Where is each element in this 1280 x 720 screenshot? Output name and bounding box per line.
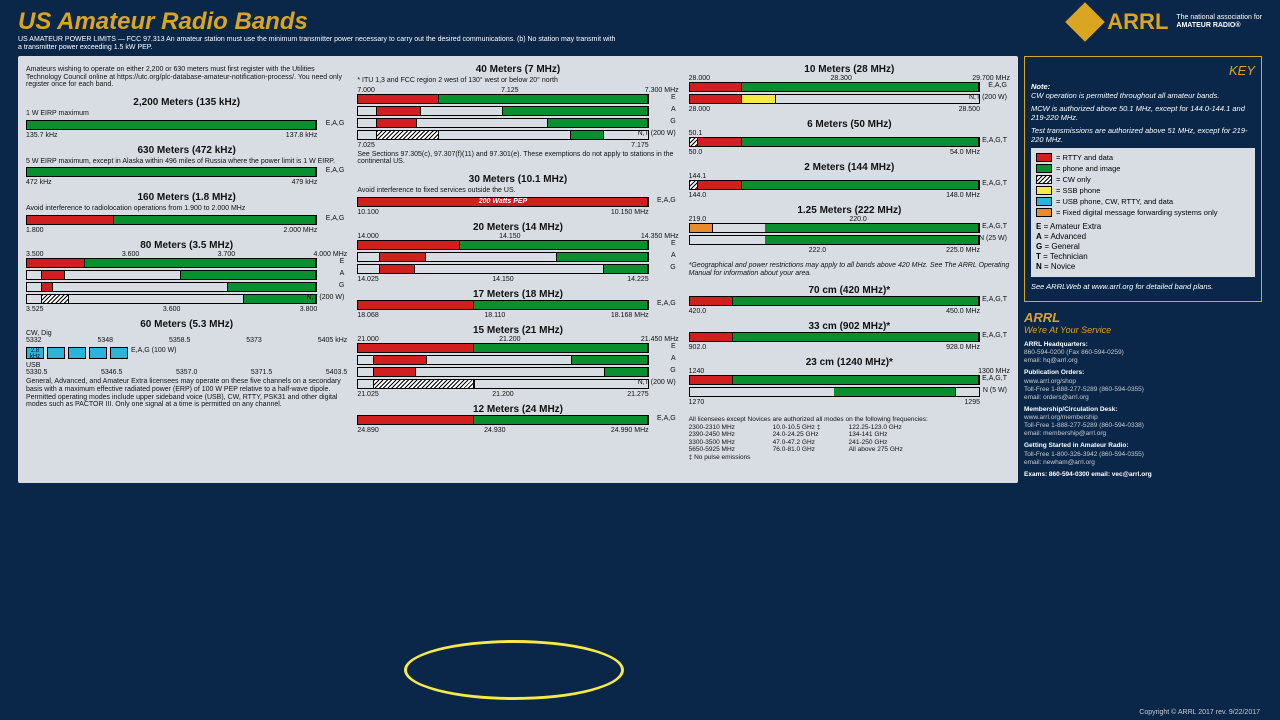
contacts: ARRL Headquarters:860-594-0200 (Fax 860-… (1024, 341, 1262, 479)
column-2: 40 Meters (7 MHz)* ITU 1,3 and FCC regio… (357, 64, 678, 475)
power-limits: US AMATEUR POWER LIMITS — FCC 97.313 An … (18, 36, 618, 53)
arrl-sub1: The national association for (1176, 14, 1262, 22)
legend-row: = RTTY and data (1036, 153, 1250, 162)
page-title: US Amateur Radio Bands (18, 8, 618, 36)
band: 80 Meters (3.5 MHz)3.5003.6003.7004.000 … (26, 240, 347, 313)
key-note2: MCW is authorized above 50.1 MHz, except… (1031, 104, 1255, 122)
arrl-sub2: AMATEUR RADIO® (1176, 22, 1262, 30)
arrl-text: ARRL (1107, 9, 1168, 34)
band: 15 Meters (21 MHz)21.00021.20021.450 MHz… (357, 325, 678, 398)
highlight-circle (404, 640, 624, 700)
arrl-logo: ARRL The national association for AMATEU… (1071, 8, 1262, 36)
band-chart-panel: Amateurs wishing to operate on either 2,… (18, 56, 1018, 483)
band: 2 Meters (144 MHz)144.1E,A,G,T144.0148.0… (689, 162, 1010, 199)
sidebar: KEY Note: CW operation is permitted thro… (1024, 56, 1262, 483)
legend-row: = USB phone, CW, RTTY, and data (1036, 197, 1250, 206)
band: 23 cm (1240 MHz)*12401300 MHzE,A,G,TN (5… (689, 357, 1010, 406)
band: 17 Meters (18 MHz)E,A,G18.06818.11018.16… (357, 289, 678, 319)
band: 630 Meters (472 kHz)5 W EIRP maximum, ex… (26, 145, 347, 187)
band: 33 cm (902 MHz)*E,A,G,T902.0928.0 MHz (689, 321, 1010, 351)
column-1: Amateurs wishing to operate on either 2,… (26, 64, 347, 475)
legend-row: = Fixed digital message forwarding syste… (1036, 208, 1250, 217)
band: 10 Meters (28 MHz)28.00028.30029.700 MHz… (689, 64, 1010, 113)
arrlweb-note: See ARRLWeb at www.arrl.org for detailed… (1031, 282, 1255, 291)
band: 12 Meters (24 MHz)E,A,G24.89024.93024.99… (357, 404, 678, 434)
header: US Amateur Radio Bands US AMATEUR POWER … (18, 8, 1262, 52)
band: 1.25 Meters (222 MHz)219.0220.0E,A,G,TN … (689, 205, 1010, 254)
column-3: 10 Meters (28 MHz)28.00028.30029.700 MHz… (689, 64, 1010, 475)
key-box: KEY Note: CW operation is permitted thro… (1024, 56, 1262, 302)
band: 160 Meters (1.8 MHz)Avoid interference t… (26, 192, 347, 234)
band: 60 Meters (5.3 MHz)CW, Dig533253485358.5… (26, 319, 347, 411)
band: 6 Meters (50 MHz)50.1E,A,G,T50.054.0 MHz (689, 119, 1010, 156)
key-note3: Test transmissions are authorized above … (1031, 126, 1255, 144)
key-title: KEY (1031, 63, 1255, 78)
footer: Copyright © ARRL 2017 rev. 9/22/2017 (1139, 709, 1260, 716)
band: *Geographical and power restrictions may… (689, 260, 1010, 279)
band: 40 Meters (7 MHz)* ITU 1,3 and FCC regio… (357, 64, 678, 168)
legend-row: = SSB phone (1036, 186, 1250, 195)
key-note1: CW operation is permitted throughout all… (1031, 91, 1219, 100)
band: 30 Meters (10.1 MHz)Avoid interference t… (357, 174, 678, 216)
service-title: ARRL (1024, 310, 1262, 325)
legend-row: = phone and image (1036, 164, 1250, 173)
band: 2,200 Meters (135 kHz)1 W EIRP maximumE,… (26, 97, 347, 139)
band: All licensees except Novices are authori… (689, 412, 1010, 461)
arrl-diamond-icon (1065, 2, 1105, 42)
service-tag: We're At Your Service (1024, 325, 1262, 335)
legend-row: = CW only (1036, 175, 1250, 184)
band: 70 cm (420 MHz)*E,A,G,T420.0450.0 MHz (689, 285, 1010, 315)
note-label: Note: (1031, 82, 1050, 91)
legend: = RTTY and data = phone and image = CW onl… (1031, 148, 1255, 277)
band: 20 Meters (14 MHz)14.00014.15014.350 MHz… (357, 222, 678, 283)
